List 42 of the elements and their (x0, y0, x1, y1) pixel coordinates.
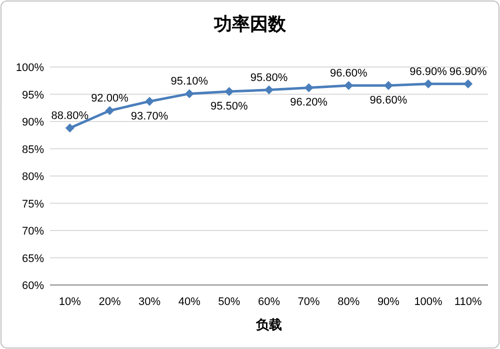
data-label: 88.80% (51, 110, 89, 122)
y-tick-label: 85% (22, 144, 44, 156)
x-axis-title: 负载 (255, 317, 282, 332)
data-label: 95.80% (250, 72, 288, 84)
data-label: 92.00% (91, 92, 129, 105)
y-tick-label: 60% (22, 280, 44, 292)
y-tick-label: 95% (22, 89, 44, 102)
x-tick-label: 30% (138, 296, 161, 308)
y-tick-label: 100% (16, 62, 44, 74)
point (65, 124, 74, 133)
point (105, 106, 114, 116)
point (464, 79, 473, 88)
data-label: 95.10% (170, 76, 208, 88)
data-label: 96.90% (410, 66, 448, 78)
x-tick-label: 20% (98, 296, 121, 308)
y-tick-label: 65% (22, 252, 44, 265)
x-tick-label: 70% (298, 296, 320, 308)
point (145, 96, 154, 106)
data-label: 96.60% (370, 94, 408, 107)
data-label: 95.50% (210, 100, 248, 113)
x-tick-label: 40% (178, 296, 201, 308)
x-tick-label: 10% (58, 296, 82, 308)
x-tick-label: 90% (377, 296, 400, 308)
data-label: 96.60% (330, 68, 368, 80)
data-label: 93.70% (130, 110, 168, 122)
x-tick-label: 110% (454, 296, 482, 308)
y-tick-label: 75% (22, 198, 44, 210)
point (304, 83, 314, 92)
data-label: 96.90% (449, 66, 487, 78)
point (264, 85, 274, 94)
y-tick-label: 80% (22, 171, 44, 183)
x-tick-label: 100% (414, 296, 443, 308)
point (224, 87, 234, 96)
y-tick-label: 70% (22, 226, 44, 238)
point (424, 79, 433, 88)
point (184, 89, 194, 98)
data-label: 96.20% (290, 96, 328, 109)
x-tick-label: 80% (338, 296, 360, 308)
x-tick-label: 50% (218, 296, 240, 308)
x-tick-label: 60% (258, 296, 280, 308)
chart-title: 功率因数 (213, 14, 287, 34)
y-tick-label: 90% (22, 116, 44, 128)
